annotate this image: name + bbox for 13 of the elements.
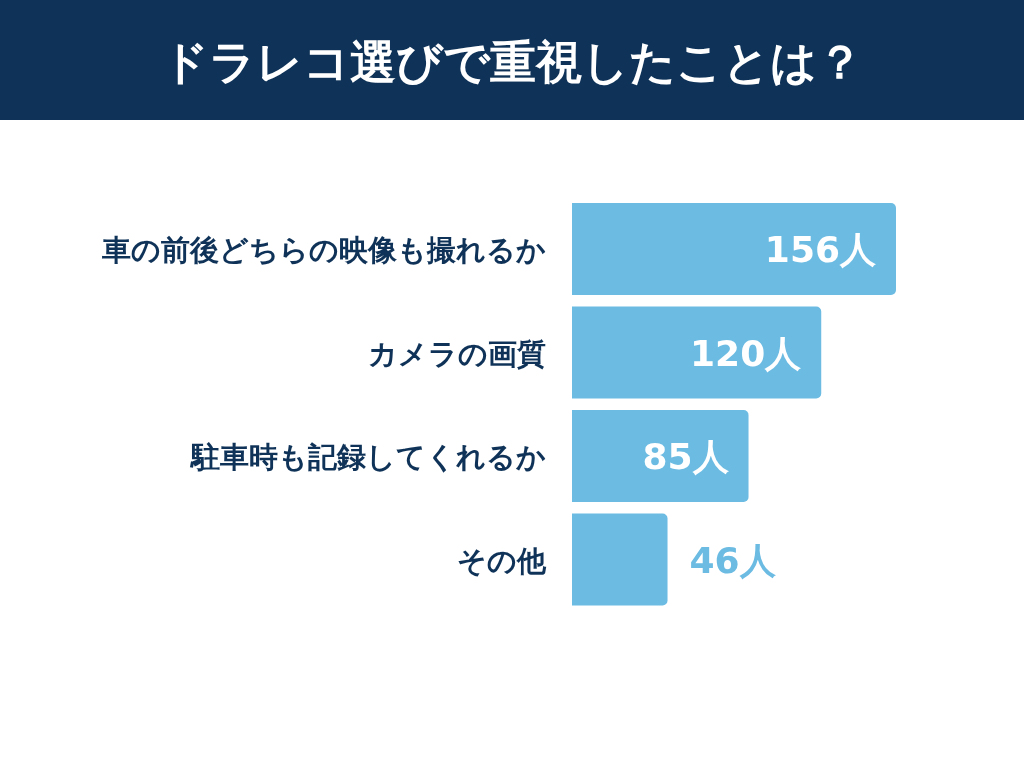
data-label: 46人 — [689, 539, 776, 581]
data-label: 85人 — [642, 436, 729, 477]
y-tick-label: カメラの画質 — [368, 336, 546, 371]
chart-title: ドラレコ選びで重視したことは？ — [161, 35, 863, 89]
bar — [572, 513, 668, 606]
bar — [572, 306, 822, 399]
bar — [572, 203, 896, 295]
data-label: 120人 — [690, 332, 802, 374]
y-tick-label: その他 — [457, 543, 547, 578]
bar — [572, 410, 749, 502]
y-tick-label: 車の前後どちらの映像も撮れるか — [101, 233, 546, 267]
data-label: 156人 — [764, 229, 876, 270]
y-tick-label: 駐車時も記録してくれるか — [189, 440, 546, 474]
